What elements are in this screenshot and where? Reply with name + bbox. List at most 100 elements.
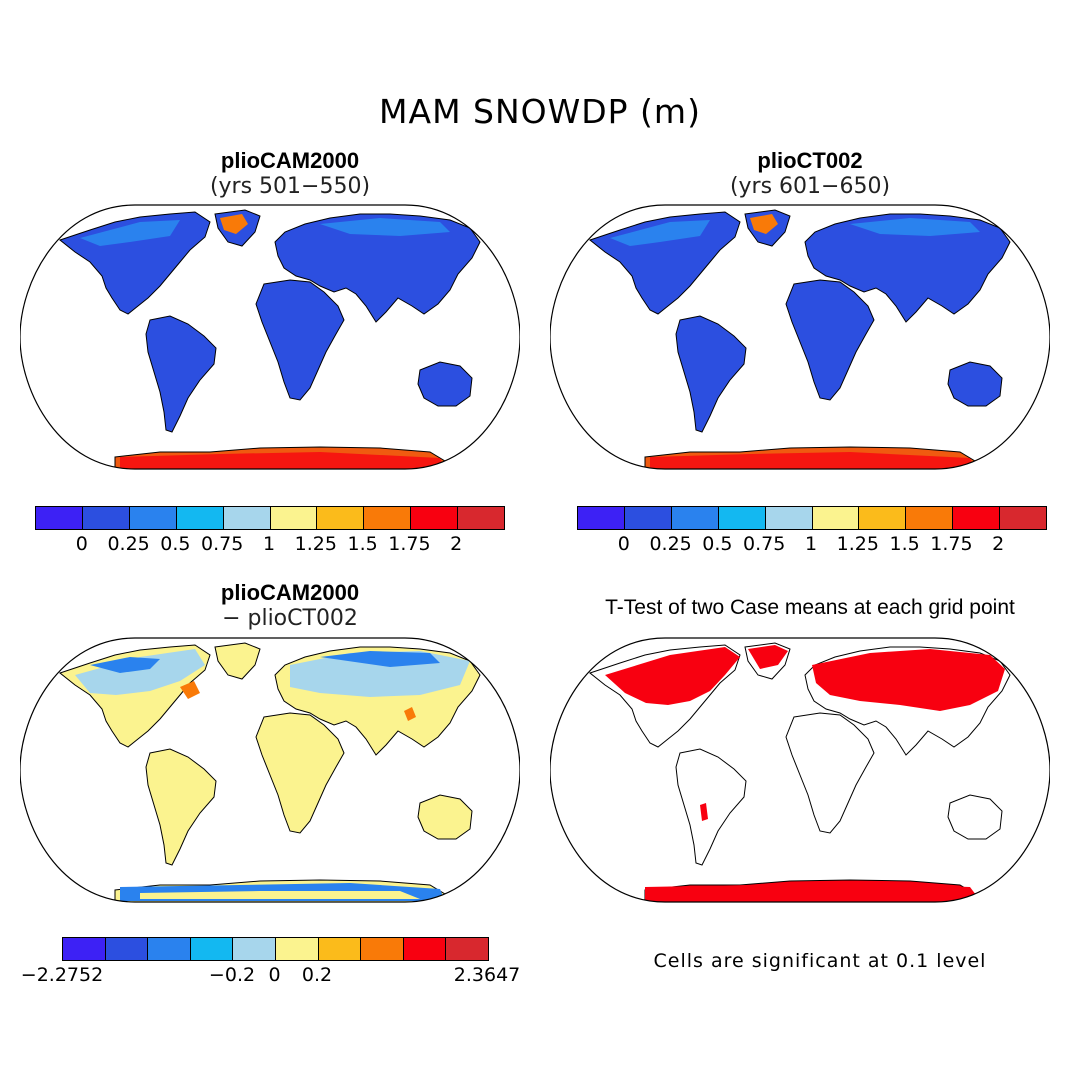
colorbar-3-tick-label: −0.2 <box>208 964 256 986</box>
colorbar-3-swatch-8 <box>361 938 404 960</box>
colorbar-2-tick-label: 1.5 <box>889 533 920 555</box>
colorbar-1-swatch-2 <box>82 507 130 529</box>
colorbar-2-swatch-4 <box>718 507 766 529</box>
colorbar-2-swatch-1 <box>578 507 625 529</box>
colorbar-3-swatch-6 <box>275 938 319 960</box>
colorbar-2-tick-label: 0.75 <box>743 533 786 555</box>
arctic-canada-snow <box>610 220 710 246</box>
colorbar-3-swatch-2 <box>105 938 149 960</box>
greenland-significant <box>748 645 788 669</box>
map-frame <box>20 204 520 470</box>
colorbar-2-swatch-7 <box>859 507 907 529</box>
colorbar-2-swatch-10 <box>1000 507 1047 529</box>
samerica-landmass <box>675 315 747 433</box>
panel-1-subtitle: (yrs 501−550) <box>209 174 371 199</box>
panel-4-map <box>550 637 1050 903</box>
andes-significant <box>700 803 708 821</box>
colorbar-1-tick-label: 0 <box>75 533 88 555</box>
africa-landmass <box>785 279 875 401</box>
panel-2-map <box>550 204 1050 470</box>
colorbar-1 <box>35 506 505 530</box>
colorbar-2-tick-label: 1 <box>804 533 818 555</box>
colorbar-1-tick-label: 2 <box>450 533 463 555</box>
north-america-significant <box>605 647 740 705</box>
samerica-landmass <box>145 315 217 433</box>
colorbar-3-swatch-10 <box>446 938 488 960</box>
northeast-increase <box>180 681 200 699</box>
colorbar-3-swatch-1 <box>63 938 106 960</box>
greenland-deep-snow <box>220 214 248 234</box>
colorbar-1-tick-label: 1 <box>262 533 276 555</box>
colorbar-2-swatch-8 <box>906 507 954 529</box>
samerica-landmass <box>675 748 747 866</box>
colorbar-2-tick-label: 0 <box>617 533 630 555</box>
africa-landmass <box>255 712 345 834</box>
colorbar-3-swatch-7 <box>318 938 362 960</box>
colorbar-3-swatch-4 <box>190 938 234 960</box>
colorbar-2 <box>577 506 1047 530</box>
colorbar-1-swatch-7 <box>317 507 365 529</box>
colorbar-1-swatch-3 <box>129 507 177 529</box>
australia-landmass <box>417 361 473 407</box>
eurasia-landmass <box>804 646 1011 756</box>
australia-landmass <box>417 794 473 840</box>
colorbar-3-swatch-9 <box>403 938 447 960</box>
colorbar-2-swatch-2 <box>624 507 672 529</box>
antarctica-deep-snow <box>650 452 975 469</box>
panel-4-title: T-Test of two Case means at each grid po… <box>605 596 1015 619</box>
colorbar-2-tick-label: 1.75 <box>930 533 973 555</box>
colorbar-2-swatch-6 <box>812 507 860 529</box>
colorbar-2-swatch-9 <box>953 507 1001 529</box>
panel-1-title: plioCAM2000 <box>220 148 360 173</box>
colorbar-2-swatch-5 <box>765 507 813 529</box>
colorbar-3-tick-label: 0.2 <box>301 964 333 986</box>
australia-landmass <box>947 794 1003 840</box>
colorbar-1-swatch-4 <box>176 507 224 529</box>
colorbar-1-swatch-1 <box>36 507 83 529</box>
colorbar-3-swatch-5 <box>233 938 276 960</box>
tibet-increase <box>404 707 416 721</box>
antarctica-deep-snow <box>120 452 445 469</box>
colorbar-1-tick-label: 0.25 <box>107 533 150 555</box>
colorbar-2-tick-label: 0.25 <box>649 533 692 555</box>
eurasia-landmass <box>274 213 481 323</box>
colorbar-1-tick-label: 1.25 <box>294 533 337 555</box>
colorbar-2-tick-label: 2 <box>992 533 1005 555</box>
panel-3-map <box>20 637 520 903</box>
colorbar-1-swatch-5 <box>223 507 271 529</box>
siberia-snow <box>850 218 980 236</box>
colorbar-1-swatch-10 <box>458 507 505 529</box>
map-frame <box>20 637 520 903</box>
colorbar-2-swatch-3 <box>671 507 719 529</box>
arctic-canada-snow <box>80 220 180 246</box>
panel-2-subtitle: (yrs 601−650) <box>729 174 891 199</box>
colorbar-1-tick-label: 0.75 <box>201 533 244 555</box>
eurasia-landmass <box>804 213 1011 323</box>
significance-note: Cells are significant at 0.1 level <box>653 950 987 972</box>
colorbar-2-tick-label: 1.25 <box>836 533 879 555</box>
greenland-landmass <box>214 642 261 680</box>
colorbar-1-swatch-9 <box>411 507 459 529</box>
north-america-change <box>75 649 205 695</box>
namerica-landmass <box>588 644 741 748</box>
eurasia-significant <box>812 649 1005 711</box>
colorbar-1-tick-label: 0.5 <box>160 533 191 555</box>
greenland-landmass <box>744 642 791 680</box>
africa-landmass <box>255 279 345 401</box>
antarctica-interior <box>140 891 420 899</box>
colorbar-3-tick-label: −2.2752 <box>20 964 104 986</box>
colorbar-1-swatch-6 <box>270 507 318 529</box>
australia-landmass <box>947 361 1003 407</box>
siberia-decrease <box>320 651 440 667</box>
panel-2-title: plioCT002 <box>757 148 863 173</box>
greenland-deep-snow <box>750 214 778 234</box>
colorbar-3 <box>62 937 489 961</box>
samerica-landmass <box>145 748 217 866</box>
antarctica-significant <box>645 883 982 902</box>
panel-1-map <box>20 204 520 470</box>
panel-3-subtitle: − plioCT002 <box>222 606 358 631</box>
map-frame <box>550 637 1050 903</box>
colorbar-3-tick-label: 2.3647 <box>453 964 521 986</box>
colorbar-2-tick-label: 0.5 <box>702 533 733 555</box>
